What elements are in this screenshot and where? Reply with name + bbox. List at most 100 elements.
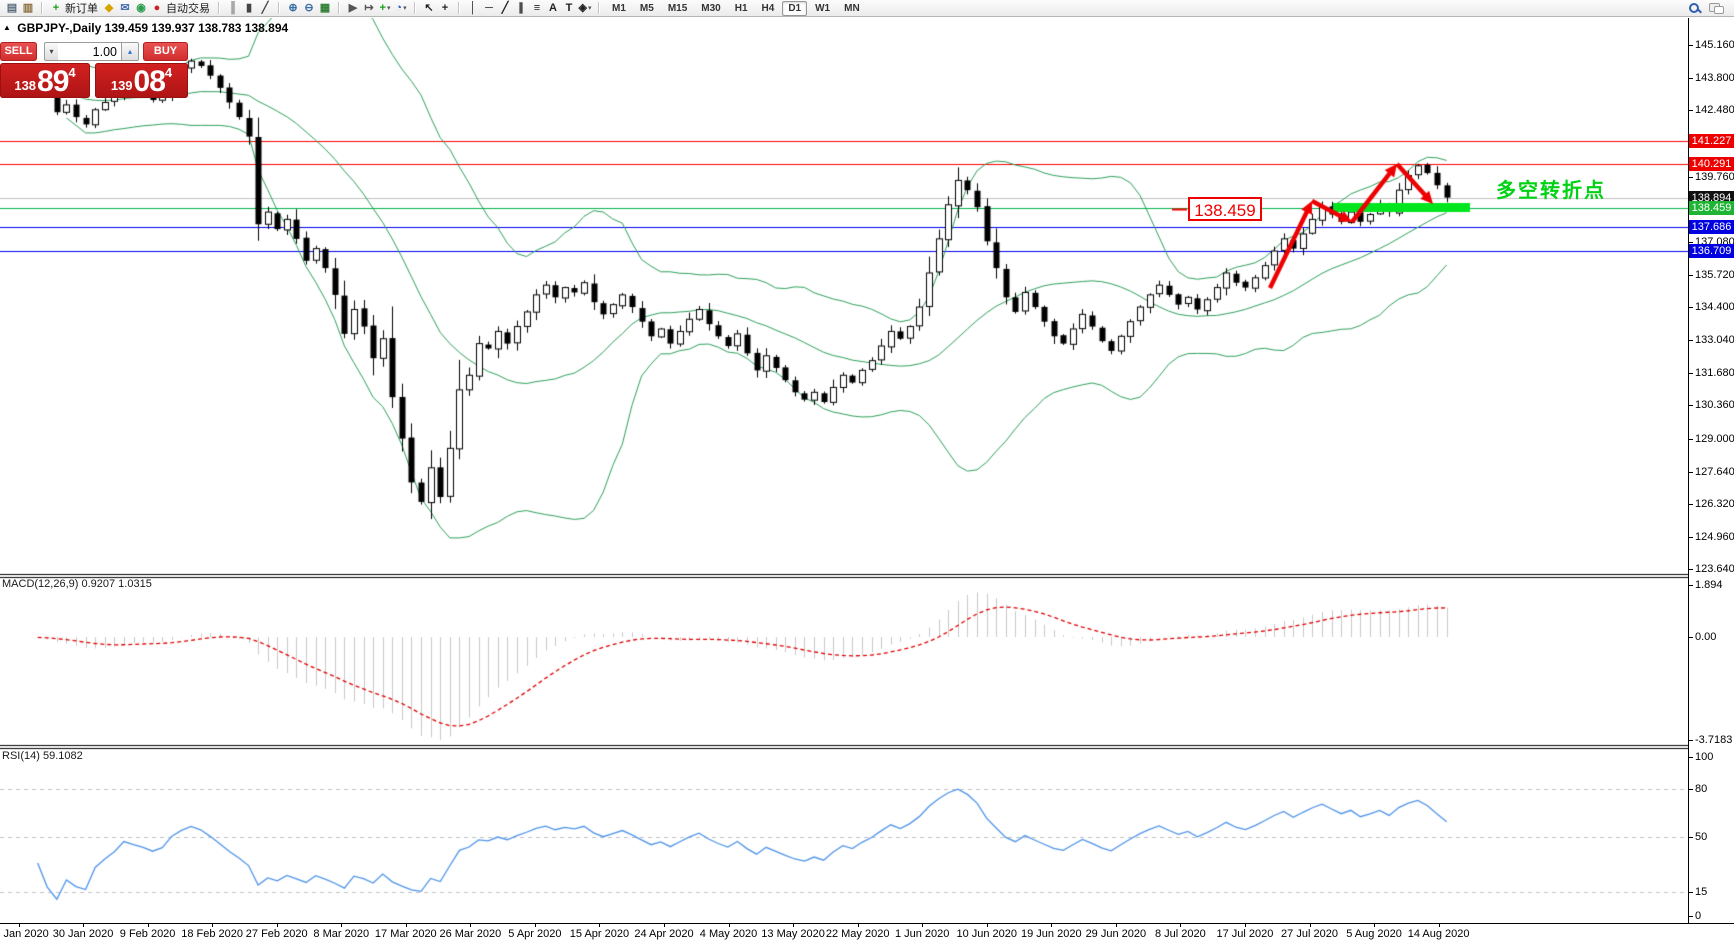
time-tick-mark bbox=[664, 924, 665, 927]
toolbar-right bbox=[1688, 2, 1730, 15]
candlestick-chart-icon[interactable]: ▮ bbox=[245, 1, 253, 14]
toolbar-separator bbox=[598, 2, 600, 14]
time-tick-mark bbox=[1438, 924, 1440, 927]
sell-button[interactable]: SELL bbox=[0, 42, 37, 61]
bid-price-prefix: 138 bbox=[14, 78, 37, 93]
time-tick-mark bbox=[728, 924, 730, 927]
macd-indicator-label: MACD(12,26,9) 0.9207 1.0315 bbox=[2, 578, 152, 590]
text-icon[interactable]: A bbox=[549, 1, 557, 14]
timeframe-m30-button[interactable]: M30 bbox=[701, 2, 721, 14]
autotrading-button[interactable]: ● bbox=[153, 1, 161, 14]
horizontal-line-icon[interactable]: ─ bbox=[485, 1, 493, 14]
time-tick-mark bbox=[405, 924, 407, 927]
price-badge: 137.686 bbox=[1689, 220, 1734, 235]
timeframe-m5-button[interactable]: M5 bbox=[639, 2, 654, 14]
price-tick-label: 139.760 bbox=[1689, 170, 1734, 183]
buy-button[interactable]: BUY bbox=[143, 42, 188, 61]
vertical-line-icon[interactable]: │ bbox=[469, 1, 477, 14]
volume-increase-button[interactable]: ▴ bbox=[121, 42, 139, 61]
toolbar-separator bbox=[338, 2, 340, 14]
timeframe-w1-button[interactable]: W1 bbox=[815, 2, 831, 14]
shapes-icon[interactable]: ◈ ▾ bbox=[578, 1, 592, 14]
text-label-icon[interactable]: T bbox=[565, 1, 573, 14]
time-tick-mark bbox=[1180, 924, 1182, 927]
macd-axis-label: -3.7183 bbox=[1688, 734, 1733, 746]
timeframe-m1-button[interactable]: M1 bbox=[612, 2, 626, 14]
timeframe-h1-button[interactable]: H1 bbox=[734, 2, 748, 14]
time-tick-label: 8 Mar 2020 bbox=[313, 928, 370, 940]
timeframe-d1-button[interactable]: D1 bbox=[782, 0, 808, 16]
macd-axis-label: 1.894 bbox=[1689, 579, 1723, 591]
indicators-icon[interactable]: + ▾ bbox=[379, 1, 391, 14]
time-tick-mark bbox=[18, 924, 20, 927]
trendline-icon[interactable]: ╱ bbox=[501, 1, 509, 14]
chart-shift-icon[interactable]: ↦ bbox=[364, 1, 374, 14]
time-tick-mark bbox=[1244, 924, 1246, 927]
time-tick-mark bbox=[341, 924, 343, 927]
turning-point-annotation[interactable]: 多空转折点 bbox=[1496, 180, 1606, 202]
price-tick-label: 124.960 bbox=[1689, 530, 1734, 543]
toolbar-buttons: ▤ ▥ + 新订单 ◆ ✉ ◉ ● 自动交易 ║ ▮ ╱ ⊕ ⊖ ▦ ▶ ↦ + ▾ ◔ ▾ ↖ + │ ─ ╱ ∥ ≡ A T ◈ ▾ bbox=[4, 0, 605, 16]
time-tick-mark bbox=[857, 924, 859, 927]
price-badge: 136.709 bbox=[1689, 243, 1734, 258]
symbol-period-label: GBPJPY-,Daily bbox=[17, 21, 102, 35]
price-tick-label: 127.640 bbox=[1689, 465, 1734, 478]
data-window-icon[interactable]: ▥ bbox=[22, 1, 34, 14]
toolbar-separator bbox=[278, 2, 280, 14]
time-tick-label: 24 Apr 2020 bbox=[634, 928, 694, 940]
price-axis[interactable]: 145.160 143.800 142.480 139.760 137.080 135.7… bbox=[1688, 18, 1734, 923]
toolbar-separator bbox=[41, 2, 43, 14]
crosshair-icon[interactable]: + bbox=[441, 1, 449, 14]
time-tick-label: 18 Feb 2020 bbox=[181, 928, 244, 940]
autotrading-button-label[interactable]: 自动交易 bbox=[166, 3, 210, 15]
toolbar-separator bbox=[458, 2, 460, 14]
zoom-in-icon[interactable]: ⊕ bbox=[288, 1, 298, 14]
new-order-button-label[interactable]: 新订单 bbox=[65, 3, 98, 15]
price-tick-label: 135.720 bbox=[1689, 268, 1734, 281]
timeframe-mn-button[interactable]: MN bbox=[844, 2, 860, 14]
metaeditor-icon[interactable]: ◆ bbox=[104, 1, 114, 14]
price-tick-label: 145.160 bbox=[1689, 39, 1734, 51]
timeframe-m15-button[interactable]: M15 bbox=[667, 2, 688, 14]
price-tick-label: 129.000 bbox=[1689, 432, 1734, 445]
new-order-button[interactable]: + bbox=[52, 1, 60, 14]
time-tick-mark bbox=[1115, 924, 1117, 927]
volume-decrease-button[interactable]: ▾ bbox=[44, 42, 59, 61]
timeframe-h4-button[interactable]: H4 bbox=[761, 2, 775, 14]
price-level-callout[interactable]: 138.459 bbox=[1188, 197, 1262, 221]
price-tick-label: 143.800 bbox=[1689, 72, 1734, 85]
time-tick-mark bbox=[1309, 924, 1311, 927]
time-tick-mark bbox=[147, 924, 149, 927]
line-chart-icon[interactable]: ╱ bbox=[261, 1, 269, 14]
time-tick-label: 30 Jan 2020 bbox=[52, 928, 114, 940]
time-tick-label: 15 Apr 2020 bbox=[569, 928, 630, 940]
fibonacci-icon[interactable]: ≡ bbox=[533, 1, 541, 14]
search-icon[interactable] bbox=[1688, 2, 1701, 15]
ask-price-button[interactable]: 139 08 4 bbox=[95, 63, 188, 98]
auto-scroll-icon[interactable]: ▶ bbox=[348, 1, 358, 14]
chat-icon[interactable] bbox=[1709, 2, 1724, 14]
price-tick-label: 142.480 bbox=[1689, 104, 1734, 117]
price-badge: 141.227 bbox=[1689, 133, 1734, 148]
signals-icon[interactable]: ◉ bbox=[136, 1, 146, 14]
volume-input[interactable] bbox=[58, 42, 122, 61]
charts-grid-icon[interactable]: ▤ bbox=[6, 1, 18, 14]
equidistant-channel-icon[interactable]: ∥ bbox=[518, 1, 524, 14]
ask-price-pips: 08 bbox=[133, 65, 166, 98]
bar-chart-icon[interactable]: ║ bbox=[229, 1, 237, 14]
periods-icon[interactable]: ◔ ▾ bbox=[395, 1, 407, 14]
terminal-icon[interactable]: ✉ bbox=[120, 1, 130, 14]
price-badge: 138.894 bbox=[1689, 190, 1734, 205]
cursor-icon[interactable]: ↖ bbox=[424, 1, 434, 14]
chevron-down-icon: ▾ bbox=[386, 4, 391, 12]
price-badge: 140.291 bbox=[1689, 156, 1734, 171]
zoom-out-icon[interactable]: ⊖ bbox=[304, 1, 314, 14]
tile-windows-icon[interactable]: ▦ bbox=[319, 1, 331, 14]
time-tick-label: 5 Apr 2020 bbox=[508, 928, 562, 940]
time-tick-label: 27 Jul 2020 bbox=[1281, 928, 1338, 940]
bid-price-button[interactable]: 138 89 4 bbox=[0, 63, 90, 98]
price-tick-label: 123.640 bbox=[1689, 563, 1734, 576]
